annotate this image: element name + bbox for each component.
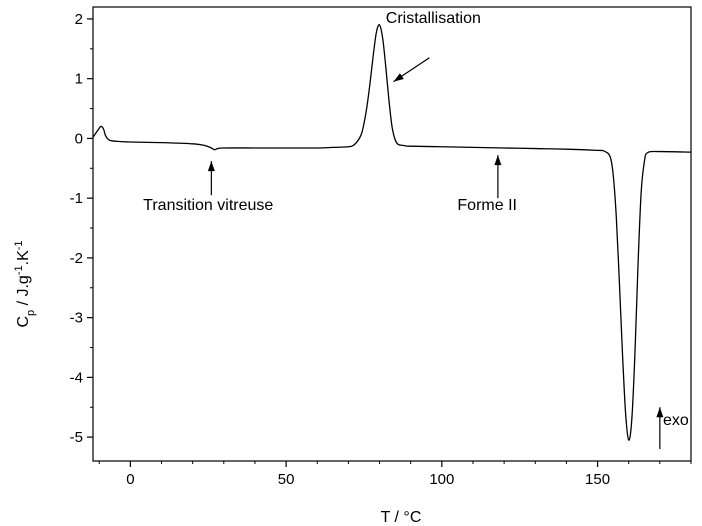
y-tick-label: 0 — [75, 130, 83, 147]
annotation-forme-ii: Forme II — [457, 197, 517, 214]
cristallisation-arrow-head — [393, 73, 404, 82]
x-tick-label: 100 — [429, 471, 454, 488]
transition-arrow-head — [207, 161, 215, 172]
y-axis: 2 1 0 -1 -2 -3 -4 -5 — [70, 11, 93, 446]
annotation-transition-vitreuse: Transition vitreuse — [143, 197, 273, 214]
x-axis: 0 50 100 150 — [98, 461, 692, 488]
y-tick-label: -4 — [70, 369, 83, 386]
y-tick-label: -3 — [70, 310, 83, 327]
annotation-cristallisation: Cristallisation — [386, 10, 481, 27]
annotation-arrows — [207, 57, 664, 450]
y-tick-label: 2 — [75, 11, 83, 28]
x-tick-label: 0 — [126, 471, 134, 488]
y-tick-label: -5 — [70, 429, 83, 446]
x-tick-label: 50 — [278, 471, 295, 488]
x-axis-label: T / °C — [381, 509, 422, 526]
plot-border — [92, 6, 692, 462]
plot-frame — [92, 6, 692, 462]
exo-arrow-head — [656, 407, 664, 418]
y-tick-label: -1 — [70, 190, 83, 207]
y-tick-label: -2 — [70, 250, 83, 267]
y-tick-label: 1 — [75, 71, 83, 88]
annotation-exo: exo — [663, 412, 689, 429]
series-group — [92, 24, 692, 441]
x-tick-label: 150 — [585, 471, 610, 488]
series-line-0 — [92, 24, 692, 441]
y-axis-label: Cp / J.g-1.K-1 — [13, 240, 37, 327]
forme-ii-arrow-head — [494, 155, 502, 166]
